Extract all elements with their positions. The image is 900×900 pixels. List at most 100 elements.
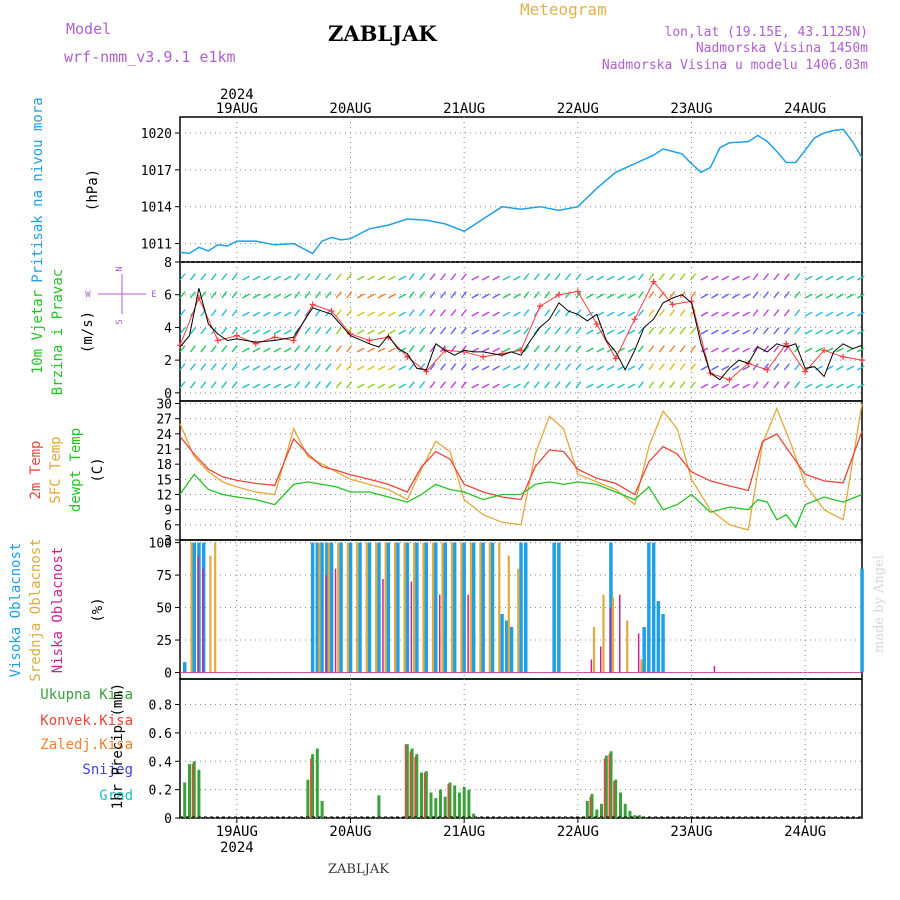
wind-arrow (408, 291, 415, 299)
cloud-bar (327, 542, 330, 673)
wind-arrow (231, 273, 238, 281)
wind-arrow (825, 383, 834, 389)
wind-arrow (523, 345, 530, 353)
wind-arrow (648, 309, 655, 317)
wind-arrow (752, 381, 759, 389)
wind-arrow (575, 327, 582, 335)
wind-axis-sub: Brzina i Pravac (50, 269, 66, 395)
wind-arrow (564, 327, 572, 335)
wind-arrow (367, 275, 375, 281)
cloud-bar (479, 542, 482, 673)
wind-arrow (700, 311, 709, 317)
y-tick-label: 25 (156, 634, 172, 649)
wind-arrow (523, 381, 530, 389)
cloud-bar (410, 581, 413, 673)
wind-arrow (669, 381, 676, 389)
wind-arrow (304, 291, 311, 299)
y-tick-label: 27 (156, 413, 172, 428)
wind-arrow (606, 365, 615, 371)
station-title: ZABLJAK (328, 21, 437, 46)
wind-arrow (554, 273, 561, 281)
wind-arrow (586, 311, 594, 317)
wind-direction-mark (726, 376, 733, 383)
wind-arrow (408, 309, 415, 317)
y-tick-label: 24 (156, 428, 172, 443)
wind-arrow (502, 311, 511, 317)
meteogram-label: Meteogram (520, 0, 607, 19)
wind-arrow (231, 309, 238, 317)
wind-direction-mark (593, 321, 600, 328)
low-cloud-axis-name: Niska Oblacnost (50, 547, 66, 673)
wind-arrow (335, 291, 342, 299)
wind-arrow (700, 365, 709, 371)
wind-arrow (513, 311, 521, 317)
wind-arrow (794, 381, 801, 389)
wind-arrow (679, 363, 686, 371)
wind-arrow (179, 381, 186, 389)
cloud-bar (626, 620, 629, 673)
precip-frz-label: Zaledj.Kisa (40, 737, 133, 753)
x-day-label-bottom: 22AUG (557, 824, 599, 840)
wind-arrow (419, 291, 426, 299)
cloud-bar (860, 568, 864, 673)
cloud-bar (434, 542, 438, 673)
wind-arrow (408, 363, 415, 371)
wind-arrow (617, 293, 625, 299)
precip-conv-bar (414, 757, 416, 818)
wind-arrow (669, 291, 676, 299)
wind-speed-line (179, 288, 863, 381)
wind-arrow (815, 383, 823, 389)
wind-arrow (200, 381, 207, 389)
cloud-bar (467, 594, 469, 673)
wind-arrow (586, 275, 594, 281)
wind-direction-mark (290, 337, 297, 344)
wind-arrow (419, 327, 426, 335)
cloud-bar (637, 633, 640, 673)
wind-direction-mark (555, 291, 562, 298)
wind-arrow (669, 327, 676, 335)
precip-total-bar (311, 754, 315, 818)
wind-arrow (606, 275, 615, 281)
wind-arrow (471, 311, 480, 317)
precip-axis-unit: 1hr Precip (mm) (110, 683, 126, 809)
wind-arrow (575, 345, 582, 353)
wind-arrow (762, 273, 770, 281)
wind-arrow (189, 327, 196, 335)
wind-arrow (439, 309, 447, 317)
wind-arrow (523, 309, 530, 317)
wind-arrow (846, 275, 855, 281)
cloud-bar (619, 594, 621, 673)
wind-arrow (492, 365, 500, 371)
wind-arrow (439, 291, 447, 299)
wind-arrow (346, 363, 353, 371)
wind-arrow (523, 327, 530, 335)
precip-total-bar (600, 803, 603, 818)
wind-arrow (804, 311, 813, 317)
y-tick-label: 0 (164, 387, 172, 402)
wind-arrow (752, 309, 759, 317)
cloud-bar (190, 542, 193, 673)
y-tick-label: 0.4 (149, 755, 173, 770)
precip-conv-bar (409, 751, 412, 818)
wind-arrow (679, 345, 686, 353)
pressure-axis-unit: (hPa) (85, 169, 101, 211)
wind-direction-mark (309, 301, 316, 308)
wind-arrow (221, 345, 228, 353)
wind-arrow (294, 309, 301, 317)
wind-arrow (606, 311, 615, 317)
wind-direction-mark (840, 353, 847, 360)
wind-arrow (377, 347, 386, 353)
wind-arrow (856, 365, 865, 371)
lon-lat-label: lon,lat (19.15E, 43.1125N) (664, 25, 869, 40)
wind-arrow (554, 381, 561, 389)
wind-arrow (513, 365, 521, 371)
cloud-bar (441, 542, 444, 673)
wind-arrow (711, 383, 719, 389)
wind-arrow (304, 345, 311, 353)
wind-arrow (492, 275, 500, 281)
cloud-bar (590, 659, 593, 673)
wind-arrow (752, 327, 759, 335)
y-tick-label: 12 (156, 489, 172, 504)
cloud-bar (507, 555, 510, 673)
wind-arrow (731, 275, 740, 281)
